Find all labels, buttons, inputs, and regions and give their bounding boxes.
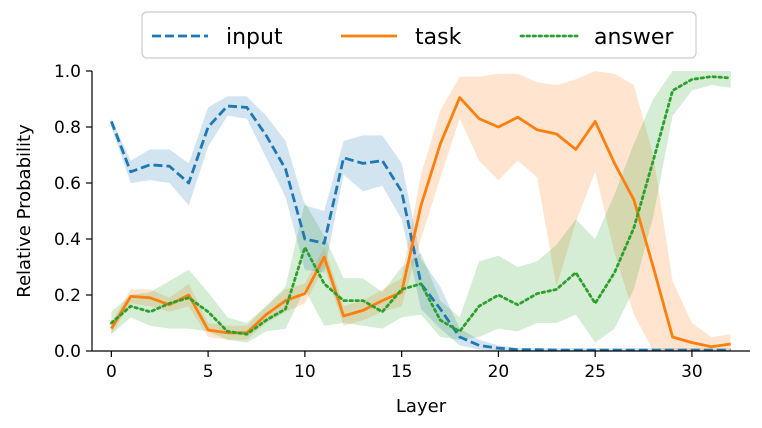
y-tick-label: 0.0 bbox=[54, 342, 81, 362]
legend-box bbox=[141, 11, 697, 59]
y-tick-label: 0.2 bbox=[54, 286, 81, 306]
y-tick-label: 0.6 bbox=[54, 174, 81, 194]
x-axis-label: Layer bbox=[396, 396, 447, 417]
y-axis-label: Relative Probability bbox=[14, 124, 35, 298]
series-lines bbox=[109, 75, 733, 352]
x-tick-label: 0 bbox=[106, 362, 117, 382]
x-tick-label: 20 bbox=[488, 362, 510, 382]
x-tick-label: 25 bbox=[584, 362, 606, 382]
legend-label-input: input bbox=[226, 25, 283, 50]
y-tick-label: 0.8 bbox=[54, 118, 81, 138]
legend-label-answer: answer bbox=[594, 25, 674, 50]
y-tick-label: 1.0 bbox=[54, 62, 81, 82]
axes: 0 5 10 15 20 25 30 0.0 0.2 0.4 0.6 0.8 1.0 Layer Relat… bbox=[14, 62, 750, 417]
legend-label-task: task bbox=[415, 25, 462, 50]
x-tick-label: 15 bbox=[391, 362, 413, 382]
legend: input task answer bbox=[141, 11, 697, 59]
task-line bbox=[110, 96, 731, 349]
x-tick-label: 10 bbox=[294, 362, 316, 382]
x-tick-label: 5 bbox=[203, 362, 214, 382]
answer-line bbox=[109, 75, 733, 336]
x-tick-label: 30 bbox=[681, 362, 703, 382]
input-band bbox=[111, 96, 731, 351]
y-tick-label: 0.4 bbox=[54, 230, 81, 250]
